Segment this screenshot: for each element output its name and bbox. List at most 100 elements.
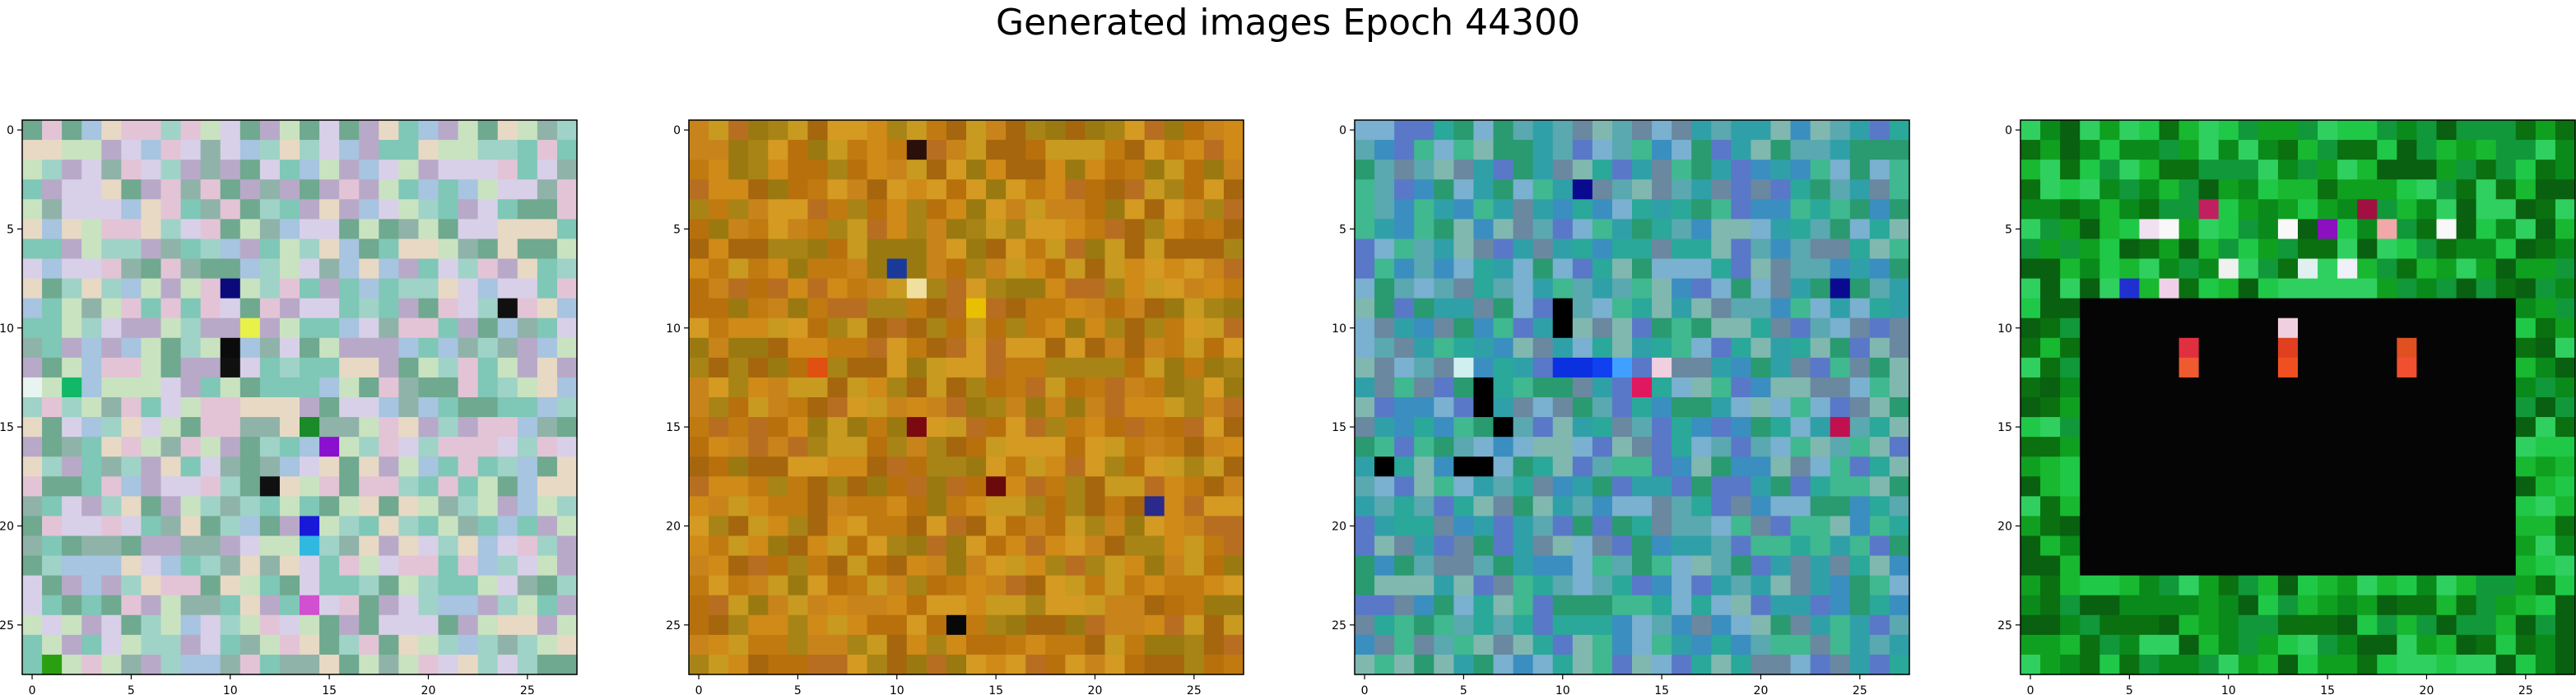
pixel-cell — [2357, 456, 2378, 477]
pixel-cell — [1473, 496, 1495, 517]
pixel-cell — [2060, 575, 2081, 596]
pixel-cell — [2377, 575, 2397, 596]
pixel-cell — [1223, 456, 1244, 477]
pixel-cell — [1691, 219, 1712, 240]
x-tick-label: 20 — [1088, 684, 1103, 695]
pixel-cell — [1632, 614, 1653, 636]
pixel-cell — [556, 555, 578, 577]
pixel-cell — [1394, 337, 1415, 359]
pixel-cell — [1414, 437, 1434, 457]
pixel-cell — [1889, 278, 1910, 299]
pixel-cell — [728, 258, 749, 280]
pixel-cell — [2337, 595, 2358, 616]
pixel-cell — [1751, 258, 1772, 280]
pixel-cell — [768, 614, 788, 636]
pixel-cell — [1006, 595, 1026, 616]
pixel-cell — [1691, 555, 1712, 577]
pixel-cell — [2198, 654, 2220, 675]
pixel-cell — [339, 120, 360, 141]
pixel-cell — [2495, 575, 2517, 596]
pixel-cell — [200, 555, 221, 577]
pixel-cell — [867, 654, 888, 675]
pixel-cell — [220, 278, 241, 299]
pixel-cell — [1731, 357, 1752, 378]
pixel-cell — [537, 654, 558, 675]
pixel-cell — [1611, 239, 1633, 260]
pixel-cell — [141, 219, 162, 240]
pixel-cell — [2020, 575, 2041, 596]
pixel-cell — [2139, 199, 2160, 220]
pixel-cell — [339, 614, 360, 636]
pixel-cell — [1592, 417, 1613, 438]
pixel-cell — [867, 437, 888, 457]
pixel-cell — [1849, 219, 1871, 240]
pixel-cell — [101, 555, 122, 577]
pixel-cell — [1513, 278, 1534, 299]
pixel-cell — [728, 199, 749, 220]
pixel-cell — [537, 516, 558, 537]
pixel-cell — [2099, 140, 2120, 160]
pixel-cell — [1453, 377, 1475, 398]
pixel-cell — [2139, 140, 2160, 160]
pixel-cell — [2139, 595, 2160, 616]
pixel-cell — [886, 357, 908, 378]
pixel-cell — [2277, 476, 2299, 497]
pixel-cell — [2119, 179, 2141, 200]
pixel-cell — [1711, 377, 1732, 398]
pixel-cell — [1672, 239, 1692, 260]
pixel-cell — [1849, 535, 1871, 557]
pixel-cell — [1493, 179, 1514, 200]
pixel-cell — [886, 516, 908, 537]
pixel-cell — [1552, 337, 1574, 359]
pixel-cell — [1164, 575, 1185, 596]
pixel-cell — [279, 535, 300, 557]
pixel-cell — [2218, 357, 2239, 378]
pixel-cell — [926, 199, 947, 220]
pixel-cell — [1572, 278, 1593, 299]
pixel-cell — [2318, 239, 2338, 260]
pixel-cell — [101, 397, 122, 418]
pixel-cell — [1164, 239, 1185, 260]
pixel-cell — [517, 337, 538, 359]
y-tick-label: 15 — [666, 421, 681, 434]
pixel-cell — [1025, 199, 1046, 220]
pixel-cell — [2495, 516, 2517, 537]
pixel-cell — [1453, 239, 1475, 260]
pixel-cell — [2218, 634, 2239, 656]
pixel-cell — [1144, 120, 1165, 141]
pixel-cell — [239, 298, 261, 319]
pixel-cell — [141, 377, 162, 398]
pixel-cell — [1751, 377, 1772, 398]
pixel-cell — [42, 397, 63, 418]
pixel-cell — [319, 317, 340, 339]
pixel-cell — [1552, 595, 1574, 616]
pixel-cell — [1731, 337, 1752, 359]
pixel-cell — [867, 179, 888, 200]
pixel-cell — [1394, 417, 1415, 438]
pixel-cell — [748, 476, 769, 497]
pixel-cell — [1223, 140, 1244, 160]
pixel-cell — [748, 357, 769, 378]
pixel-cell — [1414, 614, 1434, 636]
pixel-cell — [1374, 614, 1395, 636]
pixel-cell — [2436, 397, 2457, 418]
pixel-cell — [22, 496, 43, 517]
pixel-cell — [121, 397, 142, 418]
pixel-cell — [867, 199, 888, 220]
pixel-cell — [2277, 337, 2299, 359]
pixel-cell — [2476, 298, 2497, 319]
pixel-cell — [748, 120, 769, 141]
pixel-cell — [1830, 239, 1851, 260]
pixel-cell — [1513, 634, 1534, 656]
pixel-cell — [1532, 377, 1554, 398]
pixel-cell — [709, 199, 729, 220]
pixel-cell — [2119, 258, 2141, 280]
pixel-cell — [2198, 377, 2220, 398]
pixel-cell — [1223, 516, 1244, 537]
pixel-cell — [966, 120, 987, 141]
pixel-cell — [1869, 278, 1890, 299]
pixel-cell — [2178, 298, 2200, 319]
pixel-cell — [1513, 317, 1534, 339]
pixel-cell — [1513, 120, 1534, 141]
pixel-cell — [1085, 199, 1106, 220]
